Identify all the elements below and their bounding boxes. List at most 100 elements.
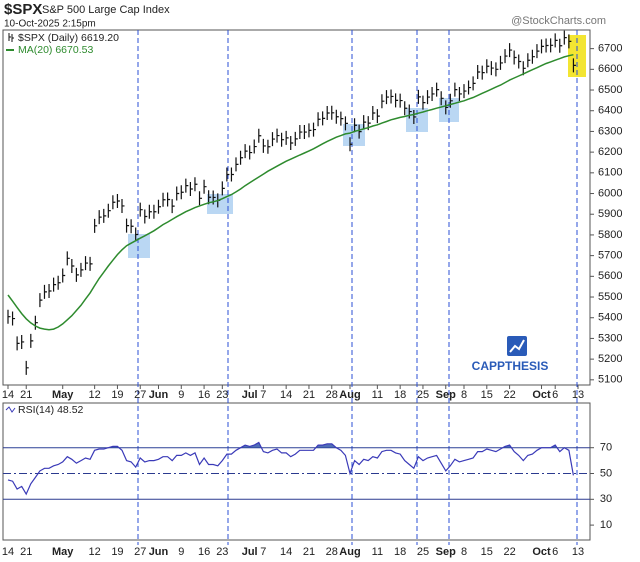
price-bar [568, 34, 572, 49]
x-tick-label: 16 [198, 546, 210, 558]
x-tick-label: 14 [280, 389, 292, 401]
x-tick-label: 21 [20, 389, 32, 401]
price-bar [408, 104, 412, 119]
y-tick-label: 6300 [598, 125, 622, 137]
price-bar [66, 251, 70, 266]
x-tick-label: 6 [552, 546, 558, 558]
price-bar [554, 33, 558, 48]
x-tick-label: Jun [149, 389, 169, 401]
price-bar [98, 210, 102, 225]
x-tick-label: 8 [461, 389, 467, 401]
price-bar [121, 198, 125, 213]
price-bar [422, 95, 426, 110]
price-bar [504, 49, 508, 64]
price-bar [431, 86, 435, 101]
x-tick-label: Sep [436, 546, 456, 558]
price-bar [486, 59, 490, 74]
price-bar [436, 82, 440, 97]
price-bar [281, 132, 285, 147]
price-bar [249, 145, 253, 160]
price-bar [463, 84, 467, 99]
x-tick-label: 25 [417, 546, 429, 558]
price-bar [322, 111, 326, 126]
price-bar [499, 55, 503, 70]
x-tick-label: 19 [111, 389, 123, 401]
y-tick-label: 6000 [598, 187, 622, 199]
price-bar [239, 150, 244, 165]
y-tick-label: 50 [600, 467, 612, 479]
price-bar [572, 58, 576, 73]
price-bar [94, 218, 98, 233]
x-tick-label: 21 [303, 389, 315, 401]
x-tick-label: 25 [417, 389, 429, 401]
x-tick-label: 19 [111, 546, 123, 558]
price-bar [395, 93, 399, 108]
x-tick-label: May [52, 389, 74, 401]
y-tick-label: 70 [600, 442, 612, 454]
price-bar [208, 190, 212, 205]
price-bar [135, 227, 139, 242]
price-bar [349, 137, 353, 152]
price-bar [230, 167, 234, 182]
x-tick-label: 14 [280, 546, 292, 558]
price-bar [467, 80, 472, 95]
price-bar [536, 44, 540, 59]
price-bar [162, 192, 166, 207]
legend-label: RSI(14) 48.52 [18, 404, 84, 416]
logo-icon [507, 336, 527, 356]
price-bar [103, 208, 107, 223]
rsi-line [7, 441, 574, 496]
price-bar [513, 50, 517, 65]
price-bar [253, 139, 257, 154]
price-bar [294, 131, 298, 146]
ma-line [7, 53, 574, 331]
price-bar [107, 203, 111, 218]
x-tick-label: 6 [552, 389, 558, 401]
x-tick-label: 11 [372, 389, 383, 401]
logo-icon-line [509, 339, 525, 353]
price-bar [518, 54, 522, 69]
price-bar [139, 202, 143, 217]
y-tick-label: 5200 [598, 353, 622, 365]
y-tick-label: 6200 [598, 146, 622, 158]
price-bar [144, 209, 148, 224]
x-tick-label: 7 [260, 389, 266, 401]
x-tick-label: May [52, 546, 74, 558]
price-bar [312, 122, 317, 137]
price-bar [353, 118, 358, 133]
x-tick-label: Jul [242, 546, 258, 558]
x-tick-label: 21 [303, 546, 315, 558]
price-bar [244, 144, 248, 159]
price-bar [399, 93, 403, 108]
price-bar [413, 109, 417, 124]
price-bar [390, 89, 394, 104]
price-bar [48, 284, 52, 299]
price-bar [62, 268, 66, 283]
price-bar [522, 61, 526, 76]
x-tick-label: Oct [532, 389, 551, 401]
x-tick-label: Jun [149, 546, 169, 558]
price-bar [358, 124, 362, 139]
price-bar [116, 193, 120, 208]
y-tick-label: 5700 [598, 250, 622, 262]
highlight [128, 234, 150, 258]
price-bar [267, 139, 271, 154]
x-tick-label: Jul [242, 389, 258, 401]
price-bar [57, 275, 61, 290]
price-bar [372, 106, 376, 121]
y-tick-label: 6600 [598, 63, 622, 75]
price-bar [445, 100, 449, 115]
price-bar [34, 315, 38, 330]
y-tick-label: 6400 [598, 105, 622, 117]
x-tick-label: 14 [2, 546, 14, 558]
y-tick-label: 30 [600, 493, 612, 505]
price-bar [53, 277, 57, 292]
x-tick-label: Aug [339, 546, 360, 558]
price-bar [167, 192, 171, 207]
y-tick-label: 6100 [598, 167, 622, 179]
y-tick-label: 5300 [598, 332, 622, 344]
price-bar [125, 218, 130, 233]
x-tick-label: 22 [503, 546, 515, 558]
y-tick-label: 5400 [598, 312, 622, 324]
